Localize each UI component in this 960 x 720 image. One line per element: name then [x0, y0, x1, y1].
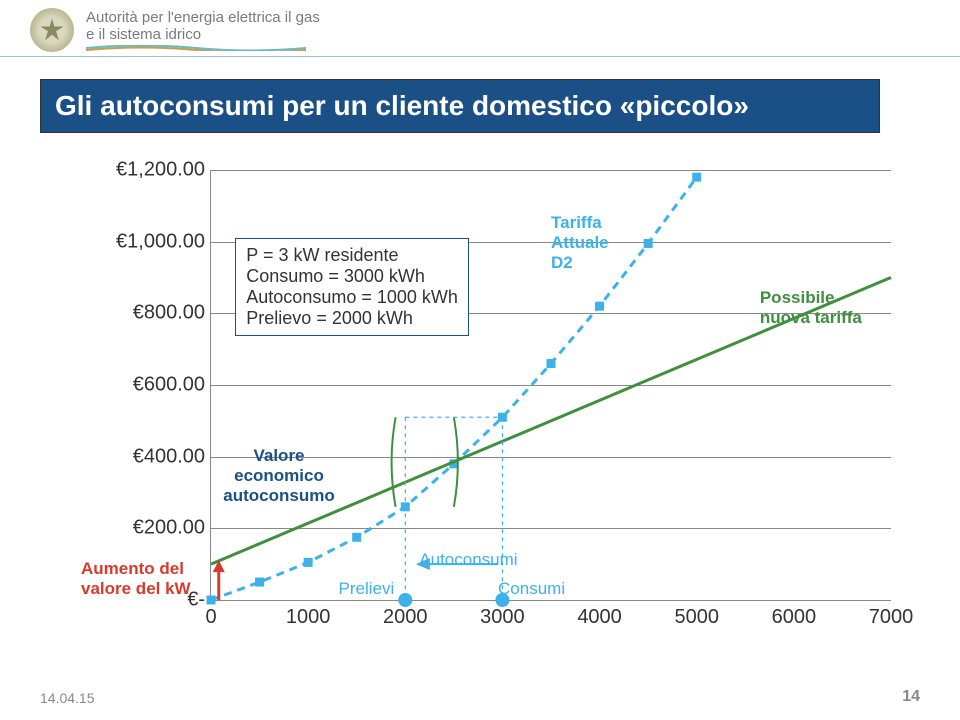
- blue-dot-prelievi: [398, 593, 412, 607]
- annotation-aumento: Aumento del valore del kW: [81, 559, 191, 599]
- footer-date: 14.04.15: [40, 690, 95, 706]
- y-tick-label: €800.00: [95, 302, 205, 325]
- y-tick-label: €600.00: [95, 374, 205, 397]
- y-tick-label: €1,200.00: [95, 159, 205, 182]
- dashed-box: [405, 417, 502, 600]
- annotation-tariffa-label: Tariffa Attuale D2: [551, 213, 609, 273]
- header: Autorità per l'energia elettrica il gas …: [0, 0, 960, 57]
- info-box: P = 3 kW residenteConsumo = 3000 kWhAuto…: [235, 238, 469, 336]
- annotation-nuova-label: Possibile nuova tariffa: [760, 288, 862, 328]
- page-title: Gli autoconsumi per un cliente domestico…: [40, 79, 880, 133]
- marker: [352, 533, 361, 542]
- marker: [644, 239, 653, 248]
- info-box-line: Prelievo = 2000 kWh: [246, 308, 458, 329]
- header-wave: [86, 45, 306, 51]
- marker: [255, 578, 264, 587]
- y-tick-label: €400.00: [95, 445, 205, 468]
- info-box-line: Autoconsumo = 1000 kWh: [246, 287, 458, 308]
- annotation-prelievi: Prelievi: [339, 579, 395, 599]
- info-box-line: P = 3 kW residente: [246, 245, 458, 266]
- marker: [304, 558, 313, 567]
- annotation-valore-econ: Valore economico autoconsumo: [223, 446, 334, 506]
- marker: [547, 359, 556, 368]
- marker: [207, 596, 216, 605]
- green-bracket: [392, 417, 458, 507]
- footer-page: 14: [902, 688, 920, 706]
- annotation-consumi: Consumi: [498, 579, 565, 599]
- marker: [595, 302, 604, 311]
- org-line1: Autorità per l'energia elettrica il gas: [86, 9, 320, 26]
- org-line2: e il sistema idrico: [86, 26, 320, 43]
- annotation-autoconsumi: Autoconsumi: [419, 550, 517, 570]
- y-tick-label: €1,000.00: [95, 230, 205, 253]
- marker: [692, 173, 701, 182]
- info-box-line: Consumo = 3000 kWh: [246, 266, 458, 287]
- y-tick-label: €200.00: [95, 517, 205, 540]
- chart: €-€200.00€400.00€600.00€800.00€1,000.00€…: [100, 170, 890, 640]
- org-logo: [30, 8, 74, 52]
